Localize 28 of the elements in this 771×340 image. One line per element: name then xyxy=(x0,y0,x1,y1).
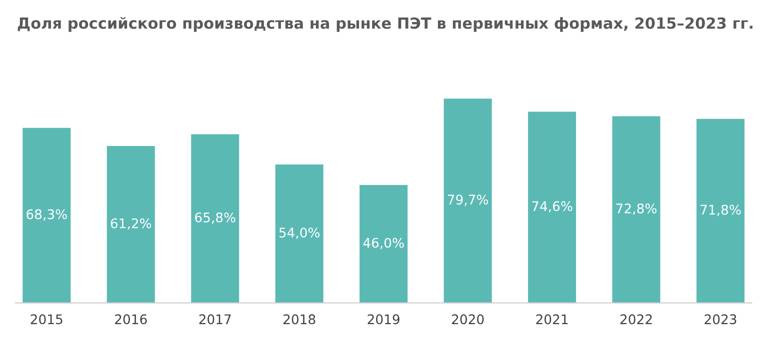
bar xyxy=(696,118,745,303)
data-label: 54,0% xyxy=(279,228,320,239)
x-tick-label: 2022 xyxy=(620,314,652,324)
x-tick-label: 2021 xyxy=(536,314,568,324)
data-label: 74,6% xyxy=(532,201,572,212)
x-tick-label: 2015 xyxy=(30,314,62,324)
x-tick-label: 2017 xyxy=(199,314,231,324)
bar xyxy=(191,134,240,303)
x-tick-label: 2019 xyxy=(368,314,400,324)
data-label: 71,8% xyxy=(700,204,741,216)
data-label: 46,0% xyxy=(363,238,404,250)
data-label: 79,7% xyxy=(448,194,488,206)
data-label: 72,8% xyxy=(616,203,656,215)
data-label: 65,8% xyxy=(195,212,236,224)
bar xyxy=(528,112,576,303)
x-tick-label: 2020 xyxy=(452,314,484,324)
data-label: 61,2% xyxy=(110,218,152,230)
bar xyxy=(360,185,408,303)
bar xyxy=(22,128,71,303)
data-label: 68,3% xyxy=(26,209,67,221)
bar xyxy=(106,146,155,303)
x-tick-label: 2018 xyxy=(284,314,316,324)
x-tick-label: 2016 xyxy=(115,314,147,324)
chart-title: Доля российского производства на рынке ПЭТ в первичных формах, 2015–2023 гг. xyxy=(18,17,752,32)
bar xyxy=(444,98,492,303)
bar xyxy=(275,164,324,303)
x-tick-label: 2023 xyxy=(704,314,736,324)
bar xyxy=(612,116,660,303)
